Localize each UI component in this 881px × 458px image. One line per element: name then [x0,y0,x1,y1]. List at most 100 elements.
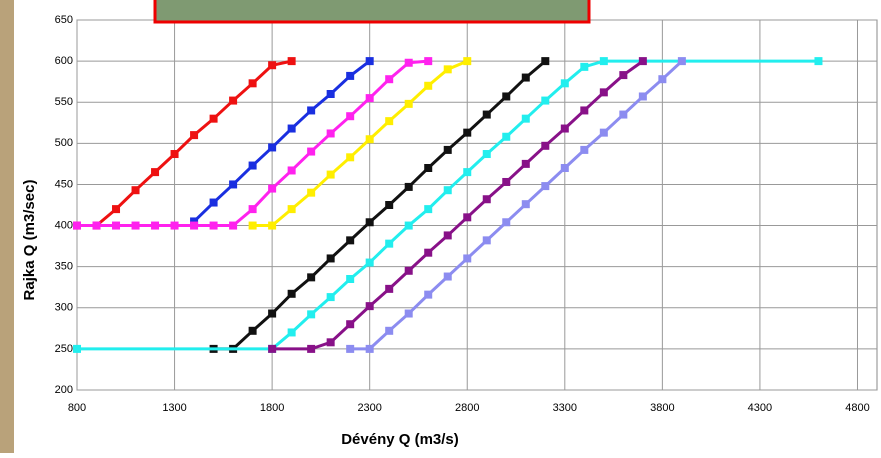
data-point [541,182,549,190]
data-point [600,129,608,137]
data-point [288,57,296,65]
data-point [522,74,530,82]
data-point [463,254,471,262]
data-point [385,201,393,209]
data-point [463,168,471,176]
data-point [327,338,335,346]
data-point [483,150,491,158]
data-point [405,267,413,275]
data-point [444,273,452,281]
y-tick-label: 300 [55,302,73,314]
data-point [288,205,296,213]
y-tick-label: 500 [55,137,73,149]
data-point [444,231,452,239]
x-tick-label: 3300 [553,402,577,414]
data-point [385,285,393,293]
data-point [366,94,374,102]
data-point [210,115,218,123]
data-point [463,129,471,137]
data-point [346,72,354,80]
data-point [658,75,666,83]
y-tick-label: 650 [55,14,73,26]
data-point [541,57,549,65]
data-point [502,178,510,186]
data-point [268,310,276,318]
data-point [522,115,530,123]
photo-inset [155,0,589,22]
data-point [249,327,257,335]
data-point [307,106,315,114]
data-point [522,160,530,168]
data-point [229,97,237,105]
x-tick-label: 1300 [162,402,186,414]
data-point [346,153,354,161]
data-point [210,222,218,230]
data-point [502,133,510,141]
data-point [249,79,257,87]
data-point [405,310,413,318]
data-point [151,222,159,230]
data-point [112,222,120,230]
data-point [502,92,510,100]
data-point [405,59,413,67]
data-point [249,162,257,170]
data-point [171,222,179,230]
data-point [190,131,198,139]
y-tick-label: 200 [55,384,73,396]
data-point [112,205,120,213]
data-point [366,57,374,65]
data-point [424,249,432,257]
x-tick-label: 3800 [650,402,674,414]
data-point [424,291,432,299]
data-point [405,222,413,230]
data-point [288,166,296,174]
data-point [307,345,315,353]
data-point [619,71,627,79]
data-point [444,146,452,154]
data-point [639,92,647,100]
data-point [268,345,276,353]
data-point [327,129,335,137]
data-point [288,290,296,298]
data-point [307,273,315,281]
data-point [405,100,413,108]
data-point [502,218,510,226]
data-point [268,222,276,230]
data-point [385,117,393,125]
data-point [424,57,432,65]
data-point [288,125,296,133]
x-tick-label: 800 [68,402,86,414]
data-point [132,222,140,230]
data-point [424,164,432,172]
data-point [814,57,822,65]
data-point [444,65,452,73]
data-point [366,218,374,226]
data-point [307,189,315,197]
background-photo-edge [0,0,14,453]
y-tick-label: 450 [55,178,73,190]
data-point [73,345,81,353]
data-point [73,222,81,230]
data-point [385,75,393,83]
data-point [561,125,569,133]
data-point [463,57,471,65]
data-point [385,327,393,335]
x-tick-label: 4800 [845,402,869,414]
data-point [580,63,588,71]
y-tick-label: 350 [55,261,73,273]
data-point [678,57,686,65]
x-tick-label: 2800 [455,402,479,414]
data-point [229,222,237,230]
data-point [132,186,140,194]
x-tick-label: 1800 [260,402,284,414]
data-point [346,275,354,283]
data-point [483,195,491,203]
page: Dévény Q (m3/s) Rajka Q (m3/sec) 2002503… [0,0,881,453]
data-point [580,146,588,154]
data-point [483,236,491,244]
data-point [600,88,608,96]
data-point [327,90,335,98]
data-point [346,112,354,120]
x-axis-title: Dévény Q (m3/s) [341,431,459,448]
x-tick-label: 4300 [748,402,772,414]
